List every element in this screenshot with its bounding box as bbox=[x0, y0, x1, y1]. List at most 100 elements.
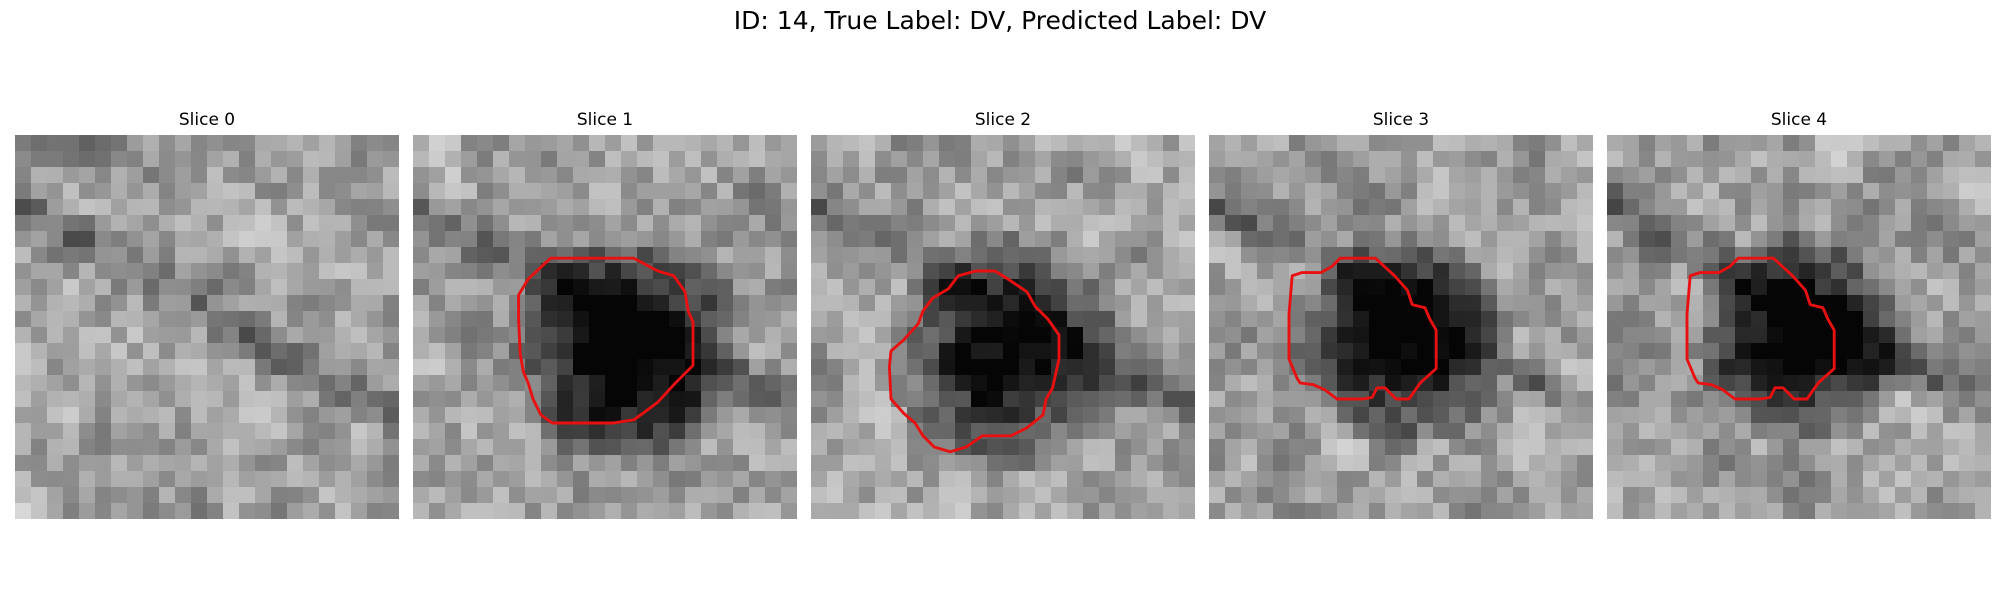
pixel bbox=[1975, 487, 1991, 504]
pixel bbox=[493, 487, 510, 504]
pixel bbox=[1607, 327, 1624, 344]
pixel bbox=[971, 231, 988, 248]
pixel bbox=[955, 183, 972, 200]
pixel bbox=[1083, 263, 1100, 280]
pixel bbox=[335, 407, 352, 424]
pixel bbox=[955, 135, 972, 152]
pixel bbox=[1703, 215, 1720, 232]
pixel bbox=[621, 359, 638, 376]
pixel bbox=[653, 199, 670, 216]
pixel bbox=[79, 359, 96, 376]
pixel bbox=[1895, 311, 1912, 328]
pixel bbox=[1513, 135, 1530, 152]
pixel bbox=[1927, 391, 1944, 408]
pixel bbox=[1831, 391, 1848, 408]
pixel bbox=[923, 311, 940, 328]
pixel bbox=[319, 247, 336, 264]
pixel bbox=[1911, 199, 1928, 216]
pixel bbox=[1305, 503, 1322, 519]
pixel bbox=[605, 151, 622, 168]
pixel bbox=[749, 215, 766, 232]
pixel bbox=[685, 215, 702, 232]
pixel bbox=[717, 183, 734, 200]
pixel bbox=[939, 231, 956, 248]
pixel bbox=[1943, 279, 1960, 296]
pixel bbox=[1289, 215, 1306, 232]
pixel bbox=[1289, 231, 1306, 248]
pixel bbox=[653, 423, 670, 440]
pixel bbox=[1417, 343, 1434, 360]
pixel bbox=[493, 471, 510, 488]
pixel bbox=[1179, 455, 1195, 472]
pixel bbox=[1353, 247, 1370, 264]
pixel bbox=[939, 471, 956, 488]
pixel bbox=[175, 295, 192, 312]
pixel bbox=[335, 183, 352, 200]
pixel bbox=[891, 151, 908, 168]
pixel bbox=[1911, 503, 1928, 519]
pixel bbox=[1273, 215, 1290, 232]
pixel bbox=[1623, 423, 1640, 440]
pixel bbox=[637, 199, 654, 216]
pixel bbox=[1337, 327, 1354, 344]
pixel bbox=[271, 263, 288, 280]
pixel bbox=[1115, 455, 1132, 472]
pixel bbox=[63, 151, 80, 168]
pixel bbox=[95, 455, 112, 472]
pixel bbox=[223, 359, 240, 376]
pixel bbox=[159, 471, 176, 488]
pixel bbox=[1353, 295, 1370, 312]
pixel bbox=[1623, 199, 1640, 216]
pixel bbox=[1481, 151, 1498, 168]
pixel bbox=[1147, 135, 1164, 152]
pixel bbox=[1083, 391, 1100, 408]
pixel bbox=[781, 455, 797, 472]
pixel bbox=[1099, 423, 1116, 440]
pixel bbox=[143, 375, 160, 392]
pixel bbox=[79, 311, 96, 328]
pixel bbox=[669, 151, 686, 168]
pixel bbox=[1163, 215, 1180, 232]
pixel bbox=[1671, 215, 1688, 232]
pixel bbox=[843, 407, 860, 424]
pixel bbox=[653, 359, 670, 376]
pixel bbox=[1465, 439, 1482, 456]
pixel bbox=[891, 423, 908, 440]
pixel bbox=[111, 199, 128, 216]
pixel bbox=[1623, 503, 1640, 519]
pixel bbox=[1767, 167, 1784, 184]
pixel bbox=[1751, 423, 1768, 440]
pixel bbox=[811, 231, 828, 248]
pixel bbox=[1687, 279, 1704, 296]
pixel bbox=[1131, 407, 1148, 424]
pixel bbox=[159, 327, 176, 344]
pixel bbox=[477, 439, 494, 456]
pixel bbox=[1481, 407, 1498, 424]
pixel bbox=[827, 343, 844, 360]
pixel bbox=[239, 455, 256, 472]
pixel bbox=[685, 391, 702, 408]
pixel bbox=[1273, 279, 1290, 296]
pixel bbox=[1035, 487, 1052, 504]
pixel bbox=[1879, 471, 1896, 488]
pixel bbox=[1163, 375, 1180, 392]
pixel bbox=[367, 375, 384, 392]
pixel bbox=[1449, 311, 1466, 328]
pixel bbox=[1369, 151, 1386, 168]
pixel bbox=[1577, 151, 1593, 168]
pixel bbox=[637, 151, 654, 168]
pixel bbox=[701, 407, 718, 424]
pixel bbox=[271, 231, 288, 248]
pixel bbox=[477, 471, 494, 488]
pixel bbox=[939, 439, 956, 456]
pixel bbox=[1529, 135, 1546, 152]
pixel bbox=[1943, 183, 1960, 200]
pixel bbox=[525, 135, 542, 152]
pixel bbox=[923, 231, 940, 248]
pixel bbox=[1847, 455, 1864, 472]
pixel bbox=[287, 295, 304, 312]
pixel bbox=[1257, 215, 1274, 232]
pixel bbox=[15, 311, 32, 328]
pixel bbox=[1687, 247, 1704, 264]
pixel bbox=[143, 167, 160, 184]
